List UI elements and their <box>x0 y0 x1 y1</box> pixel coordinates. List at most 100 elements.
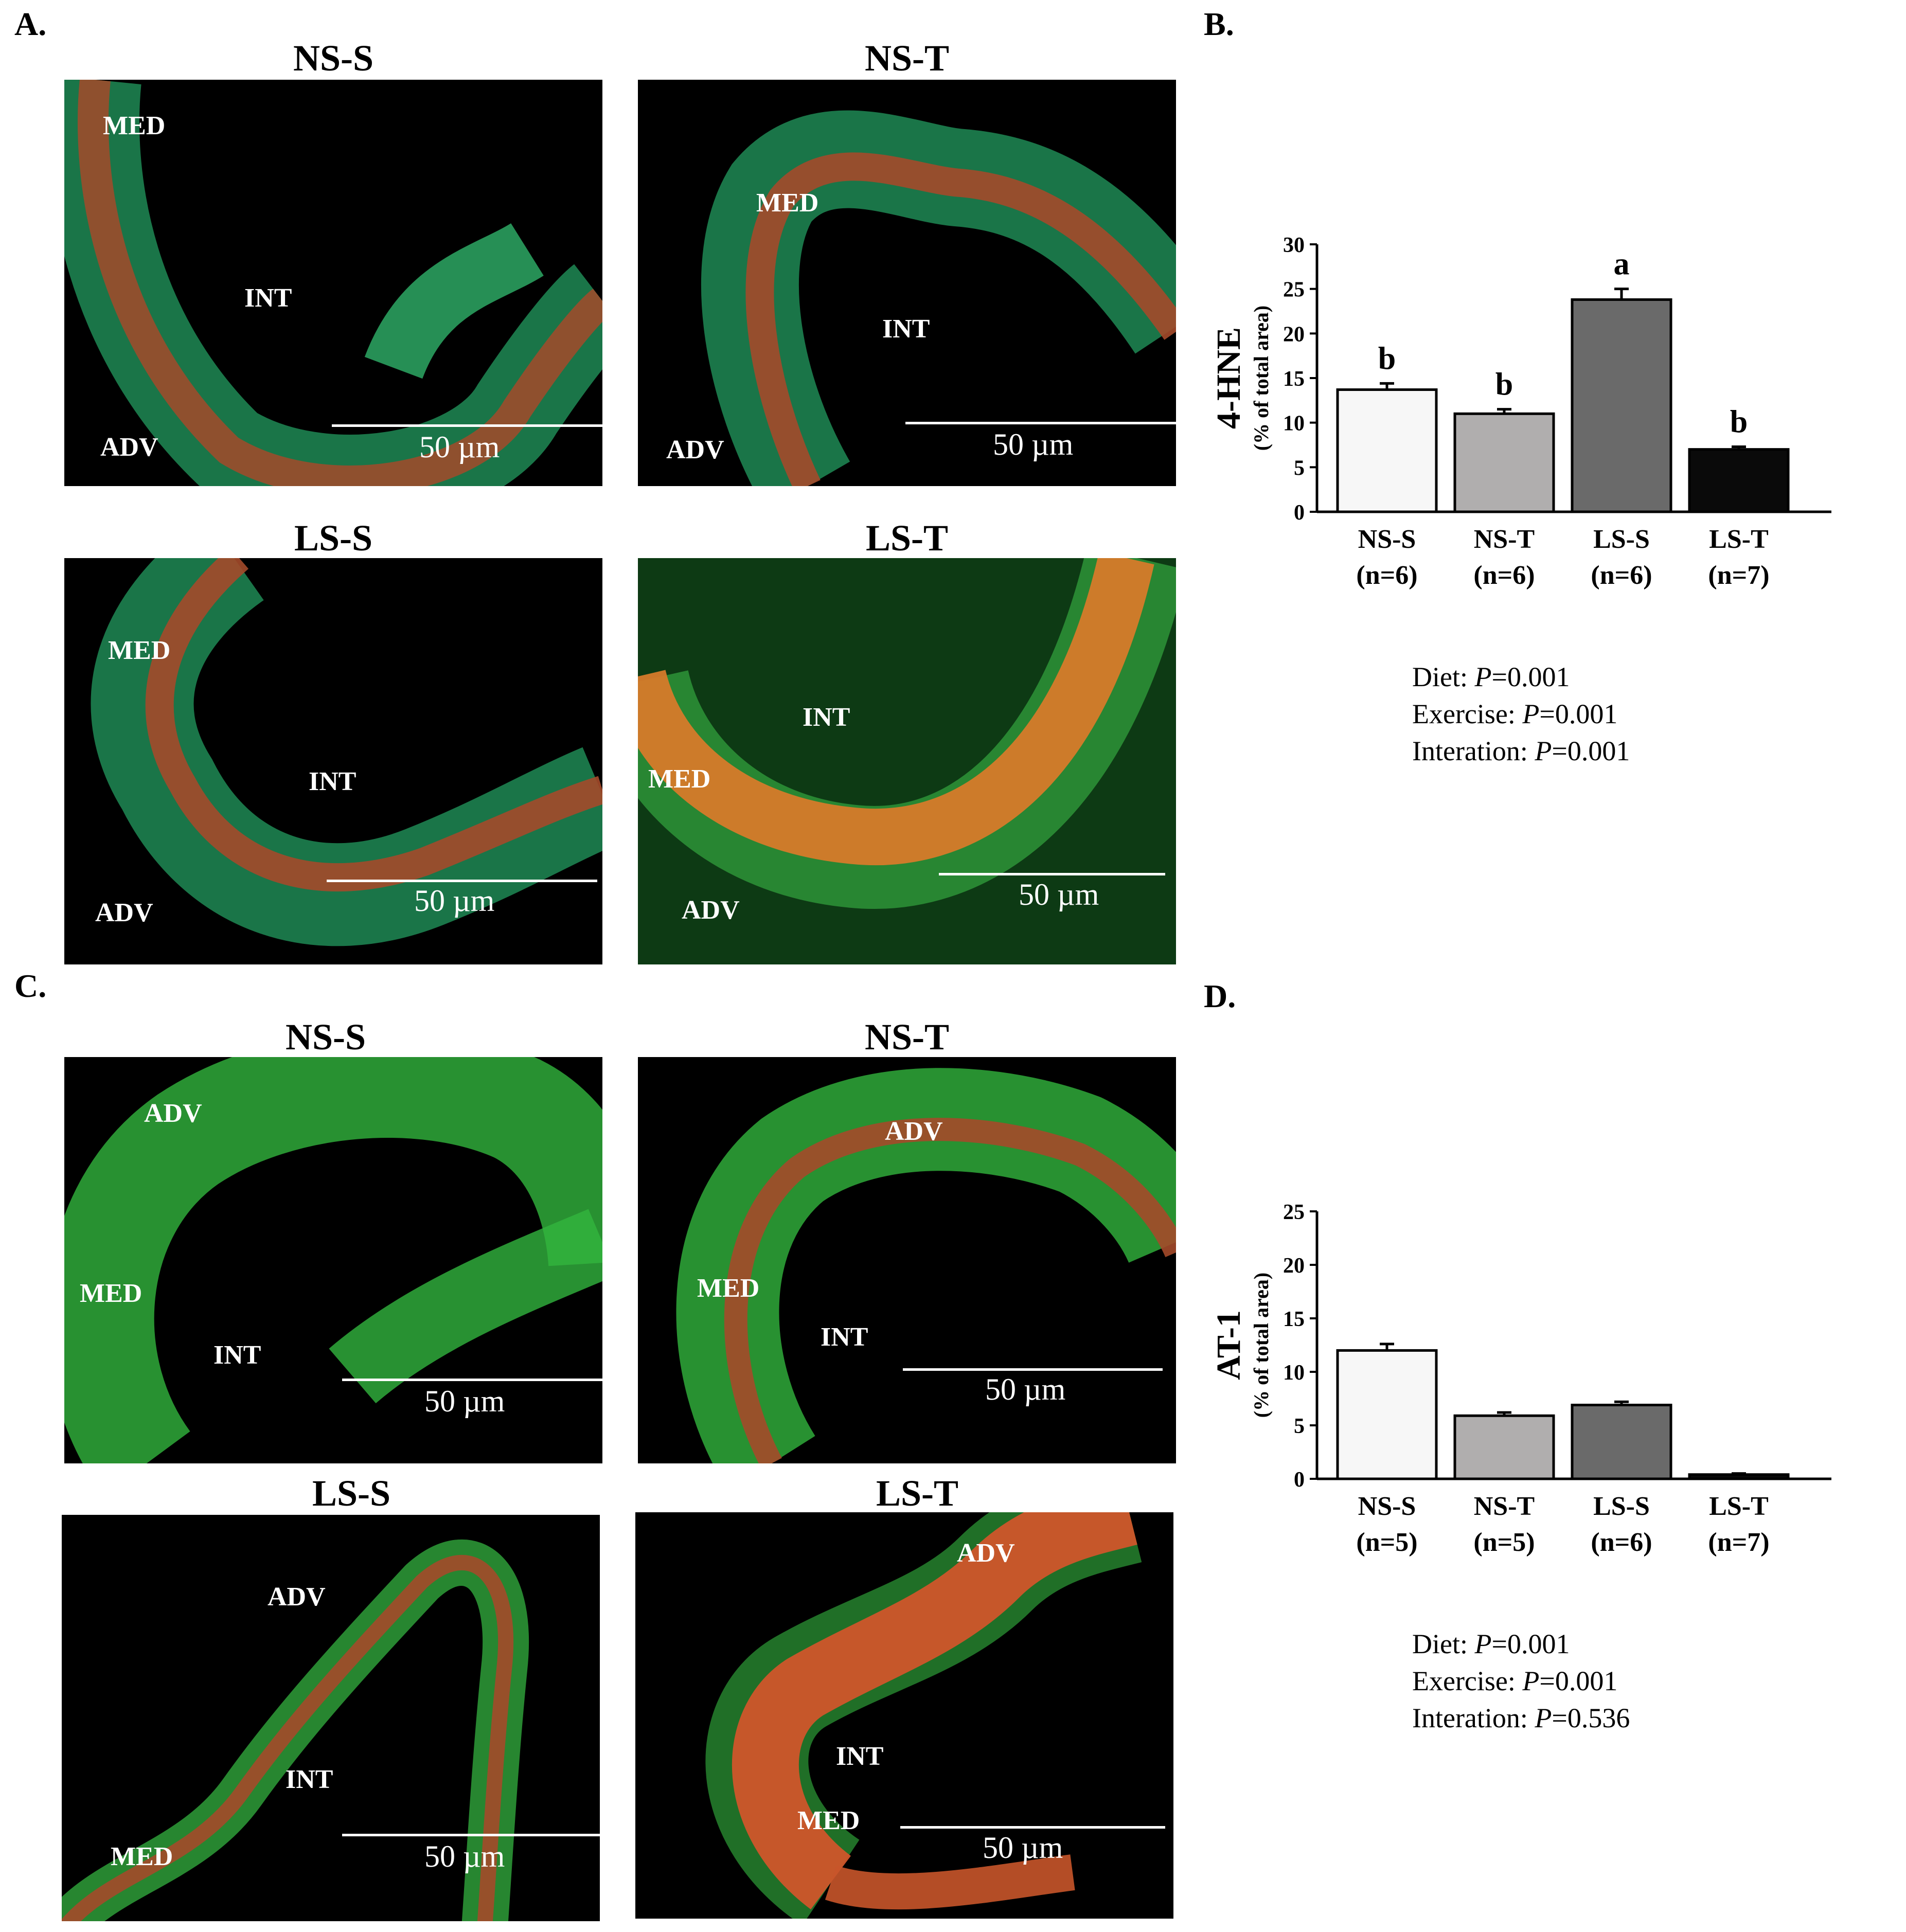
y-tick-label: 15 <box>1283 1308 1305 1331</box>
panel-d-letter: D. <box>1204 978 1236 1014</box>
scale-bar <box>342 1834 600 1836</box>
label-med: MED <box>108 636 171 665</box>
bar <box>1571 1403 1672 1480</box>
label-adv: ADV <box>144 1099 202 1128</box>
y-tick-label: 25 <box>1283 278 1305 302</box>
y-tick-label: 10 <box>1283 412 1305 436</box>
y-tick-label: 20 <box>1283 323 1305 346</box>
label-int: INT <box>244 283 292 313</box>
scale-bar-label: 50 µm <box>1019 878 1099 911</box>
label-int: INT <box>882 314 930 344</box>
stat-interaction: Interation: P=0.001 <box>1412 736 1630 766</box>
label-adv: ADV <box>95 898 153 927</box>
category-n-label: (n=7) <box>1708 1528 1769 1557</box>
micrograph-title: LS-S <box>312 1473 391 1514</box>
category-label: LS-S <box>1593 1492 1650 1521</box>
y-tick-label: 5 <box>1294 456 1305 480</box>
micrograph-title: NS-T <box>864 38 950 79</box>
scale-bar-label: 50 µm <box>983 1831 1063 1865</box>
category-label: NS-T <box>1474 525 1535 554</box>
label-med: MED <box>797 1806 860 1835</box>
panel-a-letter: A. <box>14 6 47 42</box>
y-tick-label: 15 <box>1283 367 1305 391</box>
scale-bar-label: 50 µm <box>424 1839 505 1873</box>
micrograph-ls-s-at1: ADV INT MED 50 µm <box>62 1515 600 1921</box>
label-med: MED <box>648 764 711 794</box>
scale-bar-label: 50 µm <box>419 430 500 464</box>
bar <box>1336 1349 1438 1480</box>
micrograph-ns-t-at1: ADV MED INT 50 µm <box>638 1057 1176 1463</box>
label-int: INT <box>286 1765 333 1794</box>
bar <box>1336 388 1438 513</box>
y-tick-label: 0 <box>1294 1468 1305 1492</box>
bar <box>1571 298 1672 513</box>
category-label: NS-S <box>1358 1492 1416 1521</box>
category-label: LS-T <box>1709 1492 1769 1521</box>
significance-label: a <box>1614 247 1630 282</box>
scale-bar-label: 50 µm <box>993 427 1074 461</box>
micrograph-title: NS-S <box>285 1016 366 1058</box>
label-int: INT <box>213 1340 261 1370</box>
micrograph-title: NS-T <box>864 1016 950 1058</box>
category-n-label: (n=5) <box>1356 1528 1417 1557</box>
scale-bar-label: 50 µm <box>985 1372 1066 1406</box>
significance-label: b <box>1378 341 1396 376</box>
scale-bar <box>342 1379 602 1381</box>
label-int: INT <box>309 767 357 796</box>
category-label: NS-S <box>1358 525 1416 554</box>
y-tick-label: 25 <box>1283 1201 1305 1224</box>
y-tick-label: 0 <box>1294 501 1305 525</box>
scale-bar-label: 50 µm <box>424 1384 505 1418</box>
label-adv: ADV <box>268 1582 326 1612</box>
chart-4hne-svg: 0 5 10 15 20 25 30 4-HNE (% of total area) b NS-S (… <box>1210 234 1831 590</box>
micrograph-ls-t-at1: ADV INT MED 50 µm <box>635 1512 1173 1919</box>
label-adv: ADV <box>666 435 724 464</box>
y-tick-label: 5 <box>1294 1415 1305 1438</box>
micrograph-title: LS-S <box>294 517 373 559</box>
label-med: MED <box>111 1842 173 1871</box>
stat-diet: Diet: P=0.001 <box>1412 1629 1570 1659</box>
chart-4hne: 0 5 10 15 20 25 30 4-HNE (% of total area) b NS-S (… <box>1199 216 1893 610</box>
label-int: INT <box>821 1322 868 1352</box>
label-int: INT <box>803 703 850 732</box>
label-adv: ADV <box>885 1117 943 1146</box>
chart-at1: 0 5 10 15 20 25 AT-1 (% of total area) NS-S (n=5)… <box>1199 1183 1893 1577</box>
category-label: LS-T <box>1709 525 1769 554</box>
micrograph-ls-s-4hne: MED INT ADV 50 µm <box>64 558 602 964</box>
stat-exercise: Exercise: P=0.001 <box>1412 1666 1618 1696</box>
category-n-label: (n=6) <box>1473 561 1535 590</box>
stat-interaction: Interation: P=0.536 <box>1412 1703 1630 1733</box>
scale-bar-label: 50 µm <box>414 884 495 918</box>
category-label: LS-S <box>1593 525 1650 554</box>
bar <box>1688 448 1790 513</box>
stats-4hne: Diet: P=0.001 Exercise: P=0.001 Interati… <box>1412 658 1630 770</box>
bar <box>1688 1473 1790 1480</box>
label-adv: ADV <box>957 1539 1015 1568</box>
scale-bar <box>905 422 1176 424</box>
micrograph-ns-s-4hne: MED INT ADV 50 µm <box>64 80 602 486</box>
y-axis-label: AT-1 <box>1210 1310 1248 1380</box>
y-axis-label: 4-HNE <box>1210 327 1248 429</box>
category-n-label: (n=7) <box>1708 561 1769 590</box>
label-adv: ADV <box>682 896 740 925</box>
micrograph-ns-s-at1: ADV MED INT 50 µm <box>64 1057 602 1463</box>
panel-b-letter: B. <box>1204 6 1234 42</box>
stat-diet: Diet: P=0.001 <box>1412 661 1570 692</box>
micrograph-title: NS-S <box>293 38 374 79</box>
panel-c-letter: C. <box>14 968 47 1004</box>
micrograph-title: LS-T <box>876 1473 959 1514</box>
category-n-label: (n=6) <box>1591 561 1652 590</box>
significance-label: b <box>1730 404 1748 439</box>
scale-bar <box>327 880 597 882</box>
scale-bar <box>903 1368 1163 1371</box>
bar <box>1453 1414 1555 1480</box>
y-axis-sublabel: (% of total area) <box>1250 306 1273 451</box>
micrograph-title: LS-T <box>865 517 949 559</box>
scale-bar <box>900 1826 1165 1829</box>
label-med: MED <box>756 188 819 218</box>
stats-at1: Diet: P=0.001 Exercise: P=0.001 Interati… <box>1412 1625 1630 1737</box>
category-n-label: (n=6) <box>1591 1528 1652 1557</box>
scale-bar <box>939 873 1165 875</box>
stat-exercise: Exercise: P=0.001 <box>1412 699 1618 729</box>
label-med: MED <box>80 1279 142 1308</box>
